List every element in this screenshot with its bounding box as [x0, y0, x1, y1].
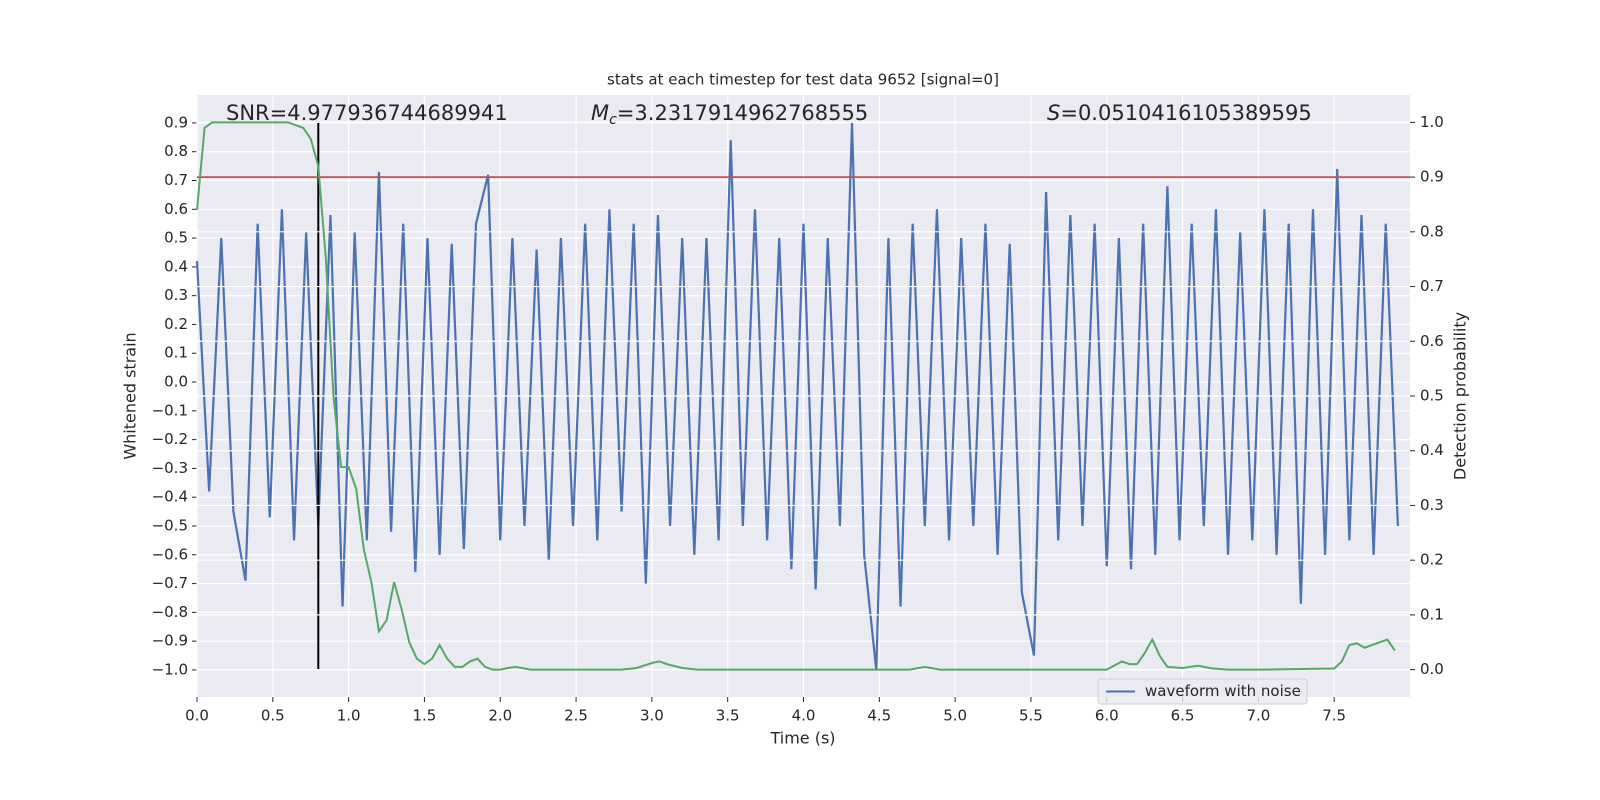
y-tick-label: −0.7	[152, 574, 188, 592]
x-tick-label: 6.0	[1095, 707, 1119, 725]
x-tick-label: 3.0	[640, 707, 664, 725]
x-tick-label: 4.0	[792, 707, 816, 725]
probability-line	[196, 121, 1396, 671]
y2-tick-label: 0.3	[1420, 496, 1444, 514]
x-axis-label: Time (s)	[769, 729, 835, 748]
y2-tick-label: 0.7	[1420, 277, 1444, 295]
y2-tick-label: 0.9	[1420, 168, 1444, 186]
x-tick-label: 1.0	[337, 707, 361, 725]
legend-box	[1097, 678, 1308, 705]
y2-tick-label: 1.0	[1420, 113, 1444, 131]
y2-tick-label: 0.5	[1420, 387, 1444, 405]
x-tick-label: 4.5	[867, 707, 891, 725]
annotation-text: =3.2317914962768555	[617, 101, 868, 125]
x-tick-label: 5.5	[1019, 707, 1043, 725]
y-tick-label: −0.2	[152, 430, 188, 448]
y-tick-label: −0.1	[152, 401, 188, 419]
y-tick-label: 0.1	[164, 344, 188, 362]
y-tick-label: 0.0	[164, 373, 188, 391]
x-tick-label: 5.0	[943, 707, 967, 725]
annotation: SNR=4.977936744689941	[226, 101, 508, 125]
y2-tick-label: 0.2	[1420, 551, 1444, 569]
x-tick-label: 7.5	[1322, 707, 1346, 725]
y-tick-label: 0.8	[164, 142, 188, 160]
x-tick-label: 2.0	[488, 707, 512, 725]
x-tick-label: 2.5	[564, 707, 588, 725]
y-tick-label: 0.5	[164, 229, 188, 247]
y-tick-label: 0.2	[164, 315, 188, 333]
y2-axis-label: Detection probability	[1451, 312, 1470, 480]
y2-tick-label: 0.6	[1420, 332, 1444, 350]
y-tick-label: −1.0	[152, 660, 188, 678]
annotation-symbol: S	[1047, 101, 1060, 125]
chart-title: stats at each timestep for test data 965…	[607, 71, 999, 89]
y-tick-label: −0.5	[152, 516, 188, 534]
y-tick-label: 0.3	[164, 286, 188, 304]
y-tick-label: −0.8	[152, 603, 188, 621]
annotation: Mc=3.2317914962768555	[591, 101, 868, 128]
x-tick-label: 6.5	[1171, 707, 1195, 725]
annotation-symbol: M	[591, 101, 609, 125]
x-tick-label: 0.5	[261, 707, 285, 725]
y2-tick-label: 0.0	[1420, 660, 1444, 678]
y-tick-label: 0.7	[164, 171, 188, 189]
annotation-text: SNR=4.977936744689941	[226, 101, 508, 125]
y-tick-label: −0.4	[152, 488, 188, 506]
annotation-text: =0.0510416105389595	[1060, 101, 1311, 125]
x-tick-label: 1.5	[413, 707, 437, 725]
x-tick-label: 3.5	[716, 707, 740, 725]
y-axis-label: Whitened strain	[121, 332, 140, 459]
x-tick-label: 7.0	[1246, 707, 1270, 725]
y2-tick-label: 0.1	[1420, 605, 1444, 623]
x-tick-label: 0.0	[185, 707, 209, 725]
y2-tick-label: 0.4	[1420, 441, 1444, 459]
y-tick-label: 0.9	[164, 113, 188, 131]
y-tick-label: 0.4	[164, 257, 188, 275]
y2-tick-label: 0.8	[1420, 222, 1444, 240]
y-tick-label: −0.9	[152, 632, 188, 650]
y-tick-label: −0.3	[152, 459, 188, 477]
annotation-subscript: c	[609, 112, 617, 128]
legend-label: waveform with noise	[1145, 682, 1301, 700]
annotation: S=0.0510416105389595	[1047, 101, 1312, 125]
y-tick-label: 0.6	[164, 200, 188, 218]
y-tick-label: −0.6	[152, 545, 188, 563]
